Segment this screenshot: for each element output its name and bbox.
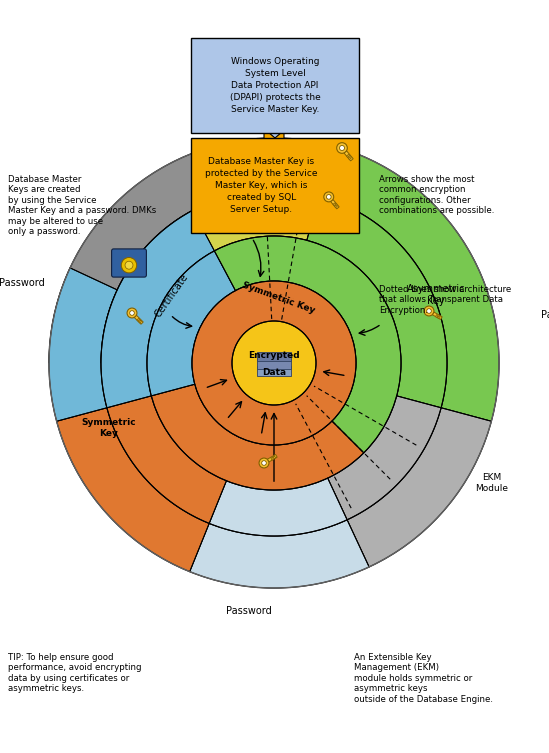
Circle shape <box>427 309 432 313</box>
Polygon shape <box>435 315 438 317</box>
Polygon shape <box>271 457 273 460</box>
Polygon shape <box>213 205 221 215</box>
Polygon shape <box>347 408 491 567</box>
Polygon shape <box>214 236 401 453</box>
Text: Windows Operating
System Level
Data Protection API
(DPAPI) protects the
Service : Windows Operating System Level Data Prot… <box>229 57 321 114</box>
Polygon shape <box>252 117 296 233</box>
Polygon shape <box>57 408 209 572</box>
Polygon shape <box>267 455 277 462</box>
Circle shape <box>125 261 133 269</box>
FancyBboxPatch shape <box>111 249 147 277</box>
Text: Arrows show the most
common encryption
configurations. Other
combinations are po: Arrows show the most common encryption c… <box>379 175 495 215</box>
Text: Data: Data <box>262 367 286 376</box>
Polygon shape <box>101 210 214 408</box>
Polygon shape <box>137 319 139 322</box>
Circle shape <box>337 142 348 154</box>
Polygon shape <box>216 211 220 214</box>
Polygon shape <box>215 209 218 211</box>
Polygon shape <box>49 268 117 421</box>
Text: DMK
Password: DMK Password <box>231 100 273 120</box>
Circle shape <box>206 196 217 206</box>
Polygon shape <box>319 145 499 421</box>
FancyBboxPatch shape <box>191 38 359 133</box>
Text: Database Master
Keys are created
by using the Service
Master Key and a password.: Database Master Keys are created by usin… <box>8 175 156 236</box>
Text: Symmetric Key: Symmetric Key <box>242 281 317 316</box>
FancyBboxPatch shape <box>257 352 291 361</box>
Text: Symmetric
Key: Symmetric Key <box>82 419 136 437</box>
Polygon shape <box>333 203 336 206</box>
Text: Dotted lines show architecture
that allows Transparent Data
Encryption.: Dotted lines show architecture that allo… <box>379 285 511 315</box>
Polygon shape <box>101 190 319 363</box>
Polygon shape <box>190 520 369 588</box>
Circle shape <box>210 199 215 203</box>
Circle shape <box>339 145 345 151</box>
Circle shape <box>127 308 137 318</box>
Polygon shape <box>344 151 353 161</box>
Polygon shape <box>139 320 142 323</box>
Text: TIP: To help ensure good
performance, avoid encrypting
data by using certificate: TIP: To help ensure good performance, av… <box>8 653 142 694</box>
Text: Password: Password <box>541 310 549 320</box>
Text: Asymmetric
Key: Asymmetric Key <box>407 284 465 306</box>
Polygon shape <box>147 251 236 396</box>
Circle shape <box>232 321 316 405</box>
Circle shape <box>424 306 434 316</box>
Polygon shape <box>346 154 350 157</box>
Circle shape <box>130 311 135 316</box>
Polygon shape <box>107 396 226 523</box>
Circle shape <box>262 461 266 465</box>
Text: An Extensible Key
Management (EKM)
module holds symmetric or
asymmetric keys
out: An Extensible Key Management (EKM) modul… <box>354 653 493 703</box>
Polygon shape <box>330 200 339 209</box>
Polygon shape <box>152 384 364 490</box>
Text: EKM
Module: EKM Module <box>475 474 508 492</box>
Circle shape <box>327 194 331 200</box>
Text: Password: Password <box>0 278 45 288</box>
Polygon shape <box>259 124 291 138</box>
Circle shape <box>259 458 269 468</box>
Circle shape <box>121 258 137 273</box>
FancyBboxPatch shape <box>191 138 359 233</box>
Text: Database Master Key: Database Master Key <box>238 163 354 173</box>
Circle shape <box>49 138 499 588</box>
Polygon shape <box>209 478 347 536</box>
Circle shape <box>324 192 334 202</box>
Polygon shape <box>49 138 332 363</box>
Polygon shape <box>433 312 442 319</box>
Polygon shape <box>135 316 143 325</box>
Polygon shape <box>307 196 447 408</box>
Text: Password: Password <box>226 606 272 616</box>
Polygon shape <box>328 396 441 520</box>
Polygon shape <box>335 205 338 208</box>
Polygon shape <box>349 157 351 160</box>
Circle shape <box>192 281 356 445</box>
Polygon shape <box>273 456 276 459</box>
Polygon shape <box>438 316 440 319</box>
FancyBboxPatch shape <box>257 366 291 376</box>
Text: Database Master Key is
protected by the Service
Master Key, which is
created by : Database Master Key is protected by the … <box>205 157 318 214</box>
Text: Certificate: Certificate <box>153 271 191 319</box>
FancyBboxPatch shape <box>257 359 291 369</box>
Text: Encrypted: Encrypted <box>248 350 300 359</box>
